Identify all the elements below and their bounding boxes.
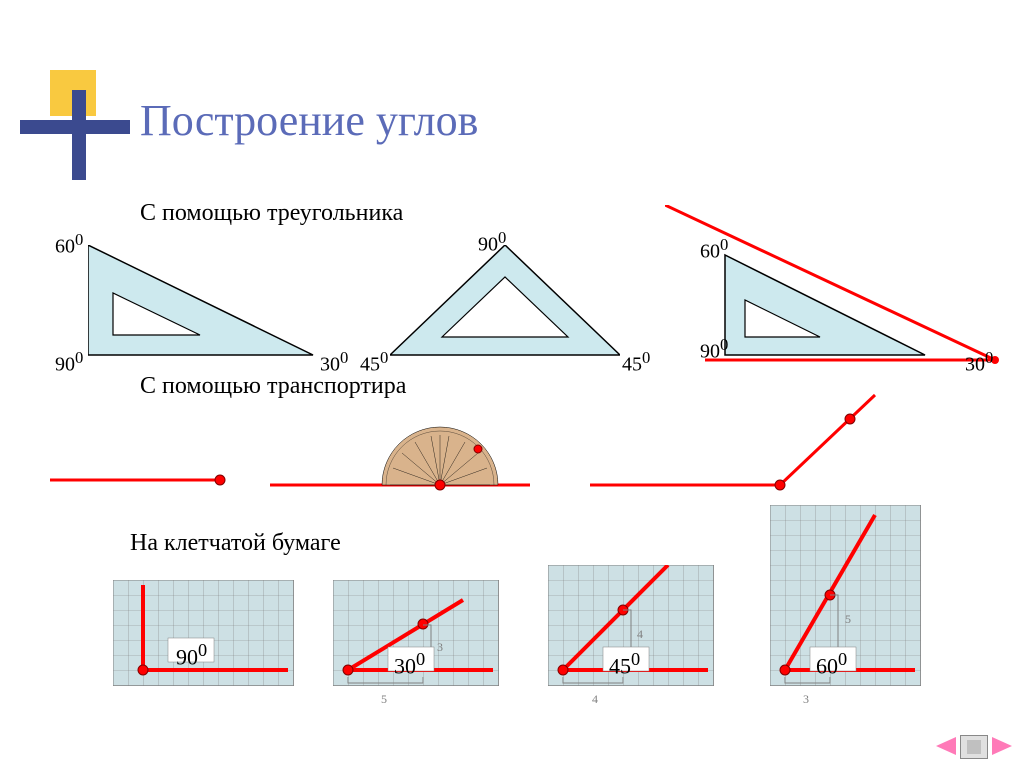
grid2-rise: 3 — [437, 640, 443, 655]
slide-logo — [20, 70, 130, 180]
tri3-top-label: 600 — [700, 235, 728, 264]
page-title: Построение углов — [140, 95, 478, 146]
tri2-right-label: 450 — [622, 348, 650, 377]
subtitle-triangle: С помощью треугольника — [140, 200, 403, 227]
subtitle-grid: На клетчатой бумаге — [130, 530, 341, 557]
grid3-run: 4 — [592, 692, 598, 707]
tri1-left-label: 900 — [55, 348, 83, 377]
grid4-run: 3 — [803, 692, 809, 707]
tri2-top-label: 900 — [478, 228, 506, 257]
tri3-right-label: 300 — [965, 348, 993, 377]
tri3-left-label: 900 — [700, 335, 728, 364]
grid2-label: 300 — [394, 649, 425, 679]
subtitle-protractor: С помощью транспортира — [140, 373, 406, 400]
nav-prev-button[interactable] — [932, 735, 958, 757]
ray-segment-1 — [50, 460, 230, 490]
grid2-run: 5 — [381, 692, 387, 707]
grid3-rise: 4 — [637, 627, 643, 642]
angle-rays — [590, 390, 890, 500]
nav-stop-button[interactable] — [960, 735, 988, 759]
grid1-label: 900 — [176, 640, 207, 670]
grid4-rise: 5 — [845, 612, 851, 627]
triangle-45-45-90 — [390, 245, 620, 360]
nav-buttons — [932, 735, 1016, 759]
grid3-label: 450 — [609, 649, 640, 679]
tri1-top-label: 600 — [55, 230, 83, 259]
grid4-label: 600 — [816, 649, 847, 679]
nav-next-button[interactable] — [990, 735, 1016, 757]
triangle-30-60-90 — [88, 245, 318, 360]
protractor-unit — [270, 405, 530, 495]
